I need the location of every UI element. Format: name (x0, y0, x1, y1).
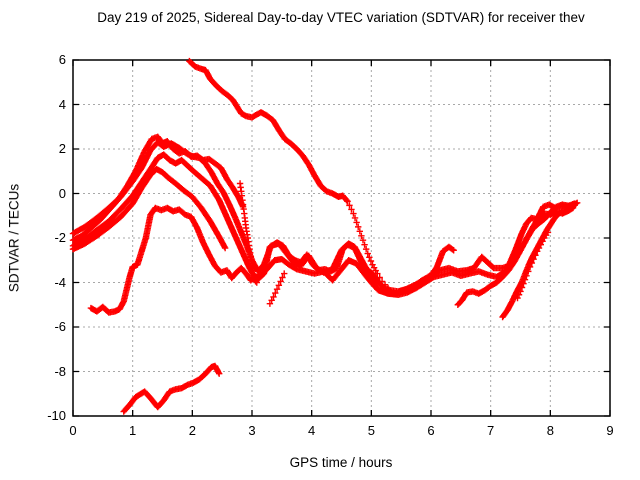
x-tick-label: 2 (188, 423, 196, 438)
y-tick-label: -4 (54, 274, 66, 290)
chart-title: Day 219 of 2025, Sidereal Day-to-day VTE… (97, 10, 585, 25)
x-tick-label: 9 (606, 423, 614, 438)
x-tick-label: 8 (546, 423, 554, 438)
x-tick-label: 4 (308, 423, 316, 438)
y-tick-label: 2 (58, 141, 66, 156)
x-tick-label: 3 (248, 423, 256, 438)
y-tick-label: -6 (54, 319, 66, 334)
x-tick-label: 1 (129, 423, 137, 438)
y-tick-label: -2 (54, 230, 66, 245)
x-tick-label: 6 (427, 423, 435, 438)
y-tick-label: -8 (54, 363, 66, 379)
y-tick-label: 6 (58, 52, 66, 67)
y-tick-label: 0 (58, 185, 66, 201)
x-tick-label: 0 (69, 423, 77, 438)
y-tick-label: -10 (47, 408, 66, 423)
y-axis-label: SDTVAR / TECUs (6, 183, 22, 293)
x-tick-label: 7 (487, 423, 495, 438)
x-tick-label: 5 (367, 423, 375, 438)
x-axis-label: GPS time / hours (289, 455, 393, 470)
y-tick-label: 4 (58, 96, 66, 112)
